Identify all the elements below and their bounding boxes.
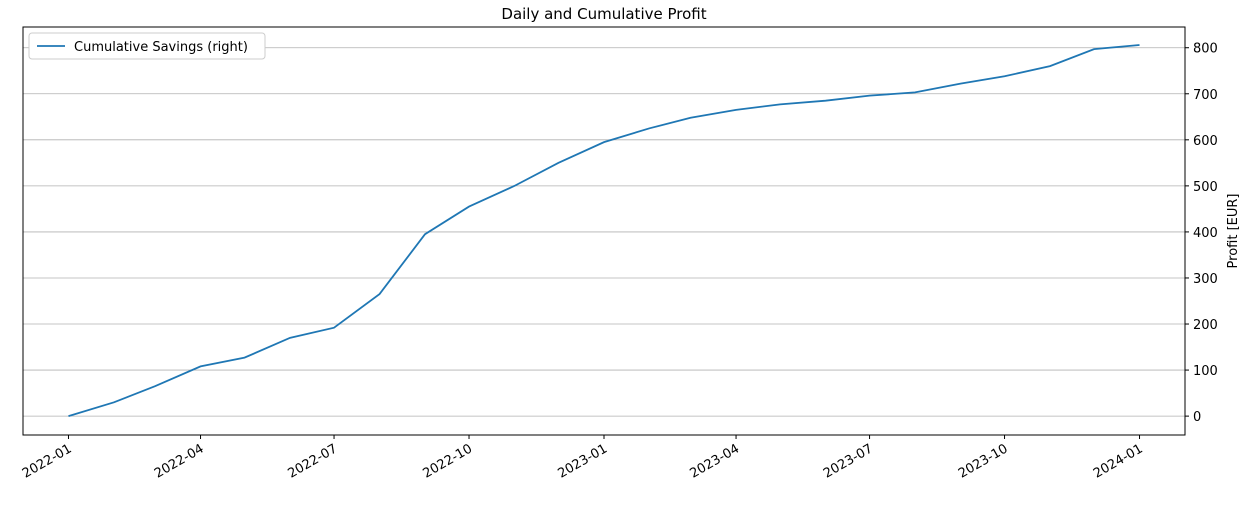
y-tick-label: 400 [1193,226,1218,241]
x-tick-label: 2023-04 [687,441,742,481]
x-tick-label: 2022-10 [420,441,475,481]
series-line [68,44,1140,417]
legend-label: Cumulative Savings (right) [74,40,248,55]
x-tick-label: 2023-07 [821,441,876,481]
legend-box [28,32,266,60]
x-tick-label: 2022-07 [285,441,340,481]
y-tick-label: 800 [1193,42,1218,57]
y-tick-label: 0 [1193,410,1201,425]
legend: Cumulative Savings (right) [28,32,266,60]
x-tick-label: 2022-04 [152,441,207,481]
y-tick-label: 100 [1193,364,1218,379]
x-tick-label: 2022-01 [20,441,75,481]
y-tick-label: 700 [1193,88,1218,103]
y-tick-label: 500 [1193,180,1218,195]
plot-frame [22,26,1186,436]
x-tick-label: 2023-01 [555,441,610,481]
y-axis-label: Profit [EUR] [1226,194,1241,269]
chart-title: Daily and Cumulative Profit [501,5,706,23]
y-tick-label: 200 [1193,318,1218,333]
x-tick-label: 2023-10 [956,441,1011,481]
x-tick-label: 2024-01 [1091,441,1146,481]
y-tick-label: 600 [1193,134,1218,149]
y-tick-label: 300 [1193,272,1218,287]
